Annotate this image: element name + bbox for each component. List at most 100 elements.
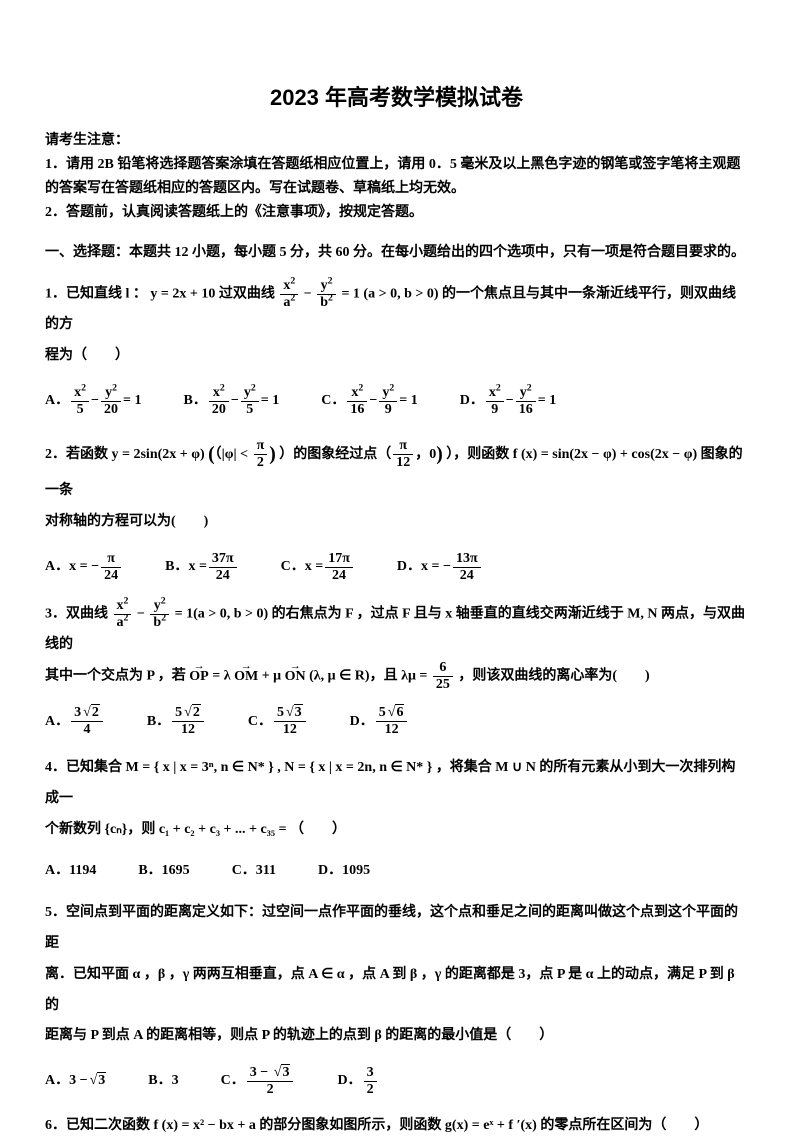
l: C． xyxy=(248,711,272,733)
q6-f1: f (x) = x² − bx + a xyxy=(154,1118,256,1133)
q1-option-b: B． x220 − y25 = 1 xyxy=(184,386,280,417)
d: 12 xyxy=(274,722,306,737)
q2-pi12: π12 xyxy=(393,439,413,470)
q1-optC-label: C． xyxy=(321,390,345,412)
q2-d-frac: 13π24 xyxy=(453,552,481,583)
q5-line3: 距离与 P 到点 A 的距离相等，则点 P 的轨迹上的点到 β 的距离的最小值是… xyxy=(45,1021,748,1052)
q6-g1: g(x) = eˣ + f ′(x) xyxy=(445,1118,537,1133)
q2-mid1: （|φ| < xyxy=(215,447,252,462)
q2-pre: 2．若函数 xyxy=(45,447,108,462)
q3-line2c: ，则该双曲线的离心率为( ) xyxy=(458,669,649,684)
q1-c-frac2: y29 xyxy=(379,386,397,417)
d: 24 xyxy=(325,568,353,583)
question-2: 2．若函数 y = 2sin(2x + φ) (（|φ| < π2) ）的图象经… xyxy=(45,433,748,538)
q3-line2a: 其中一个交点为 P ，若 xyxy=(45,669,186,684)
r: 6 xyxy=(395,704,404,720)
d: 16 xyxy=(347,402,367,417)
d: 2 xyxy=(364,1082,377,1097)
l: D． xyxy=(350,711,374,733)
n: y xyxy=(105,385,112,400)
instruction-line-2: 2．答题前，认真阅读答题纸上的《注意事项》，按规定答题。 xyxy=(45,201,748,225)
d: 5 xyxy=(71,402,89,417)
q5-c-frac: 3 − 32 xyxy=(247,1066,294,1097)
q1-optD-label: D． xyxy=(460,390,484,412)
q1-optA-label: A． xyxy=(45,390,69,412)
q1-frac2: y2b2 xyxy=(317,279,336,310)
q2-c-frac: 17π24 xyxy=(325,552,353,583)
instruction-line-1: 1．请用 2B 铅笔将选择题答案涂填在答题纸相应位置上，请用 0．5 毫米及以上… xyxy=(45,153,748,201)
q3-frac2: y2b2 xyxy=(150,599,169,630)
n: y xyxy=(244,385,251,400)
q3-option-b: B． 5212 xyxy=(147,706,206,737)
n: 3 xyxy=(364,1066,377,1082)
n: 3 − xyxy=(250,1065,272,1080)
q2-option-a: A．x = − π24 xyxy=(45,552,123,583)
r: 3 xyxy=(294,704,303,720)
question-4: 4．已知集合 M = { x | x = 3ⁿ, n ∈ N* } , N = … xyxy=(45,753,748,845)
a: x = xyxy=(305,556,323,578)
l: A． xyxy=(45,1070,69,1092)
q6-mid: 的部分图象如图所示，则函数 xyxy=(259,1118,441,1133)
section-1-header: 一、选择题：本题共 12 小题，每小题 5 分，共 60 分。在每小题给出的四个… xyxy=(45,242,748,264)
a: x = − xyxy=(69,556,99,578)
q4-option-c: C．311 xyxy=(232,860,276,882)
question-6: 6．已知二次函数 f (x) = x² − bx + a 的部分图象如图所示，则… xyxy=(45,1113,748,1140)
q2-pi2: π2 xyxy=(254,439,268,470)
d: 12 xyxy=(376,722,408,737)
q1-options: A． x25 − y220 = 1 B． x220 − y25 = 1 C． x… xyxy=(45,386,748,417)
q3-pre: 3．双曲线 xyxy=(45,606,108,621)
q2-options: A．x = − π24 B．x = 37π24 C．x = 17π24 D．x … xyxy=(45,552,748,583)
q3-frac1: x2a2 xyxy=(114,599,132,630)
q1-a-frac1: x25 xyxy=(71,386,89,417)
vec-on: ON xyxy=(285,662,306,693)
d: 9 xyxy=(379,402,397,417)
d: 25 xyxy=(433,677,453,692)
q2-line2: 对称轴的方程可以为( ) xyxy=(45,507,748,538)
q1-d-frac2: y216 xyxy=(516,386,536,417)
l: C． xyxy=(221,1070,245,1092)
q5-option-b: B．3 xyxy=(148,1070,178,1092)
q5-a-sqrt: 3 xyxy=(88,1070,107,1092)
q2-mid1b: ）的图象经过点（ xyxy=(279,447,391,462)
a: x = xyxy=(188,556,206,578)
n: 5 xyxy=(277,705,284,720)
q1-frac1: x2a2 xyxy=(280,279,298,310)
q4-option-a: A．1194 xyxy=(45,860,96,882)
eq3: (λ, μ ∈ R)，且 λμ = xyxy=(309,669,431,684)
q2-f2: f (x) = sin(2x − φ) + cos(2x − φ) xyxy=(513,447,697,462)
n: π xyxy=(393,439,413,455)
q5-option-c: C． 3 − 32 xyxy=(221,1066,296,1097)
q4-line2: 个新数列 {cₙ}，则 c₁ + c₂ + c₃ + ... + c₃₅ = （… xyxy=(45,815,748,846)
r: 2 xyxy=(91,704,100,720)
question-3: 3．双曲线 x2a2 − y2b2 = 1(a > 0, b > 0) 的右焦点… xyxy=(45,599,748,693)
l: A． xyxy=(45,556,69,578)
d: 2 xyxy=(254,455,268,470)
question-1: 1．已知直线 l ： y = 2x + 10 过双曲线 x2a2 − y2b2 … xyxy=(45,279,748,372)
q2-option-c: C．x = 17π24 xyxy=(281,552,355,583)
q5-options: A． 3 − 3 B．3 C． 3 − 32 D． 32 xyxy=(45,1066,748,1097)
q1-optB-label: B． xyxy=(184,390,207,412)
q6-pre: 6．已知二次函数 xyxy=(45,1118,150,1133)
q3-a-frac: 324 xyxy=(71,706,103,737)
n: 17π xyxy=(325,552,353,568)
r: 2 xyxy=(192,704,201,720)
d: 12 xyxy=(393,455,413,470)
q3-cond: = 1(a > 0, b > 0) xyxy=(175,606,269,621)
d: 24 xyxy=(453,568,481,583)
page-title: 2023 年高考数学模拟试卷 xyxy=(45,80,748,115)
n: 5 xyxy=(379,705,386,720)
q2-b-frac: 37π24 xyxy=(209,552,237,583)
q5-option-d: D． 32 xyxy=(337,1066,378,1097)
q3-c-frac: 53 12 xyxy=(274,706,306,737)
d: 12 xyxy=(172,722,204,737)
instructions-label: 请考生注意： xyxy=(45,129,748,153)
a: 3 − xyxy=(69,1070,87,1092)
r: 3 xyxy=(97,1072,106,1088)
eq: = 1 xyxy=(538,390,556,412)
q1-option-a: A． x25 − y220 = 1 xyxy=(45,386,142,417)
q4-pre: 4．已知集合 xyxy=(45,760,122,775)
n: 3 xyxy=(74,705,81,720)
q4-options: A．1194 B．1695 C．311 D．1095 xyxy=(45,860,748,882)
q5-line2: 离．已知平面 α ，β ，γ 两两互相垂直，点 A ∈ α ，点 A 到 β ，… xyxy=(45,960,748,1022)
n: x xyxy=(213,385,220,400)
